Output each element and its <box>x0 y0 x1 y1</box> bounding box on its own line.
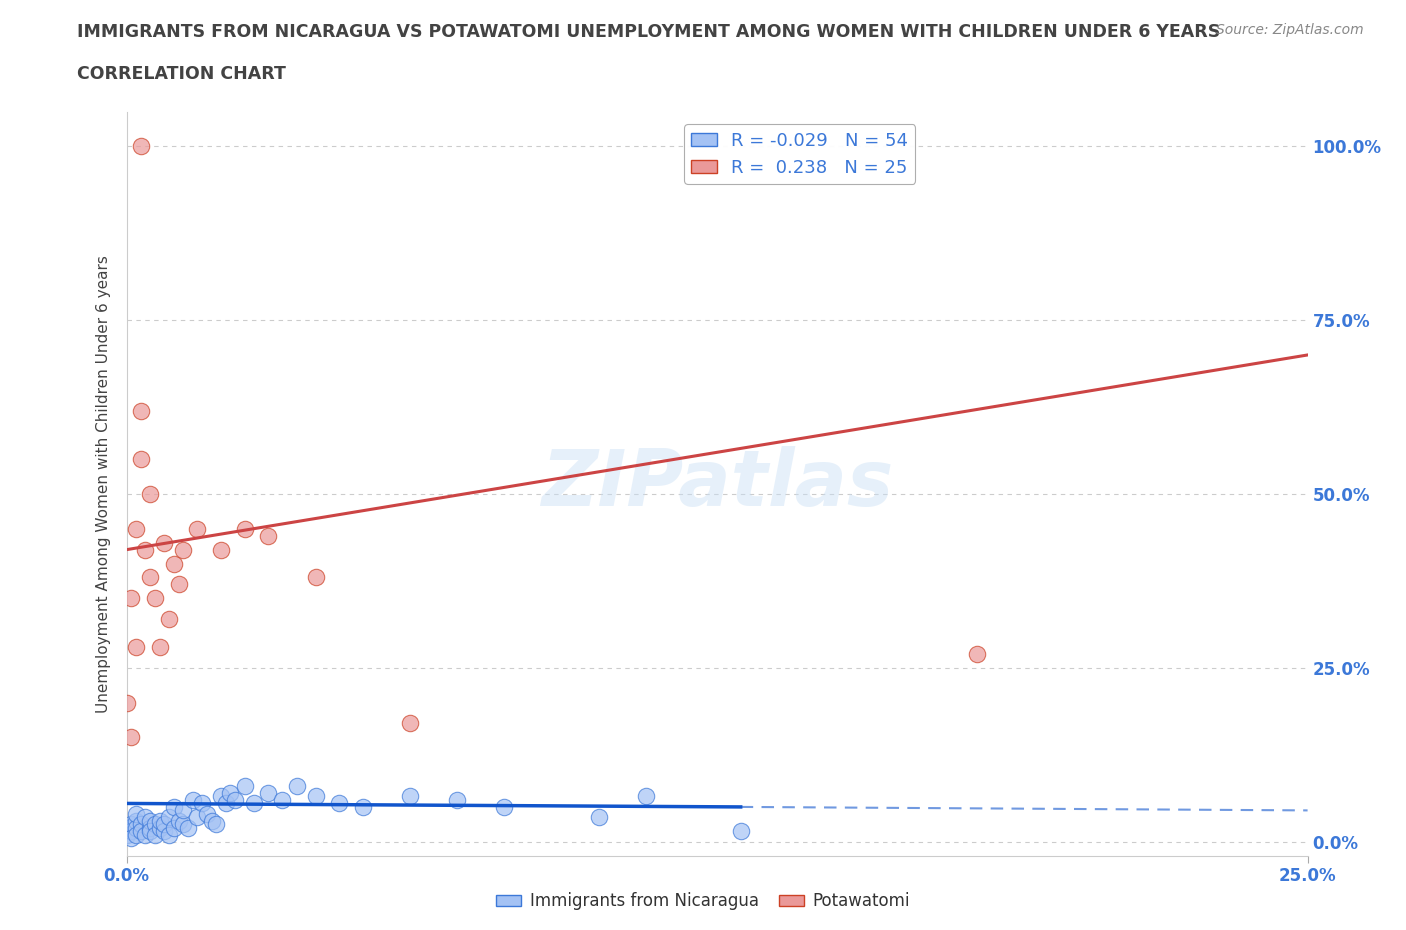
Point <box>730 824 752 839</box>
Point <box>172 803 194 817</box>
Point <box>285 778 308 793</box>
Point <box>157 810 180 825</box>
Point <box>257 786 280 801</box>
Point <box>181 792 204 807</box>
Point <box>129 817 152 831</box>
Point <box>153 817 176 831</box>
Point <box>125 828 148 843</box>
Point <box>143 817 166 831</box>
Point <box>177 820 200 835</box>
Point <box>224 792 246 807</box>
Point <box>257 528 280 543</box>
Point <box>186 522 208 537</box>
Point <box>304 570 326 585</box>
Point <box>209 542 232 557</box>
Point <box>163 820 186 835</box>
Point <box>115 696 138 711</box>
Point <box>129 452 152 467</box>
Point <box>149 814 172 829</box>
Point <box>966 646 988 661</box>
Point <box>157 612 180 627</box>
Point <box>215 796 238 811</box>
Point <box>233 522 256 537</box>
Point <box>399 716 422 731</box>
Point <box>125 522 148 537</box>
Point <box>129 403 152 418</box>
Point <box>494 800 516 815</box>
Text: CORRELATION CHART: CORRELATION CHART <box>77 65 287 83</box>
Point <box>172 817 194 831</box>
Point <box>153 536 176 551</box>
Point <box>167 814 190 829</box>
Point <box>139 570 162 585</box>
Point <box>125 806 148 821</box>
Point <box>149 640 172 655</box>
Point <box>195 806 218 821</box>
Point <box>139 824 162 839</box>
Point <box>139 814 162 829</box>
Point <box>120 830 142 845</box>
Point <box>139 820 162 835</box>
Point <box>115 828 138 843</box>
Point <box>134 810 156 825</box>
Text: IMMIGRANTS FROM NICARAGUA VS POTAWATOMI UNEMPLOYMENT AMONG WOMEN WITH CHILDREN U: IMMIGRANTS FROM NICARAGUA VS POTAWATOMI … <box>77 23 1220 41</box>
Point <box>219 786 242 801</box>
Y-axis label: Unemployment Among Women with Children Under 6 years: Unemployment Among Women with Children U… <box>96 255 111 712</box>
Point <box>271 792 294 807</box>
Point <box>205 817 228 831</box>
Point <box>163 800 186 815</box>
Legend: Immigrants from Nicaragua, Potawatomi: Immigrants from Nicaragua, Potawatomi <box>489 885 917 917</box>
Point <box>636 789 658 804</box>
Point <box>186 810 208 825</box>
Point <box>328 796 350 811</box>
Point <box>172 542 194 557</box>
Text: ZIPatlas: ZIPatlas <box>541 445 893 522</box>
Point <box>399 789 422 804</box>
Point <box>167 577 190 591</box>
Legend: R = -0.029   N = 54, R =  0.238   N = 25: R = -0.029 N = 54, R = 0.238 N = 25 <box>685 125 915 184</box>
Point <box>588 810 610 825</box>
Text: Source: ZipAtlas.com: Source: ZipAtlas.com <box>1216 23 1364 37</box>
Point <box>120 824 142 839</box>
Point <box>243 796 266 811</box>
Point <box>143 828 166 843</box>
Point <box>129 824 152 839</box>
Point <box>125 820 148 835</box>
Point <box>149 820 172 835</box>
Point <box>209 789 232 804</box>
Point <box>153 824 176 839</box>
Point <box>120 730 142 745</box>
Point <box>115 820 138 835</box>
Point <box>446 792 468 807</box>
Point <box>233 778 256 793</box>
Point <box>200 814 222 829</box>
Point <box>134 828 156 843</box>
Point <box>143 591 166 605</box>
Point <box>120 817 142 831</box>
Point <box>125 640 148 655</box>
Point <box>134 542 156 557</box>
Point <box>304 789 326 804</box>
Point <box>157 828 180 843</box>
Point <box>120 591 142 605</box>
Point <box>129 139 152 153</box>
Point <box>352 800 374 815</box>
Point <box>191 796 214 811</box>
Point <box>139 486 162 501</box>
Point <box>163 556 186 571</box>
Point <box>125 814 148 829</box>
